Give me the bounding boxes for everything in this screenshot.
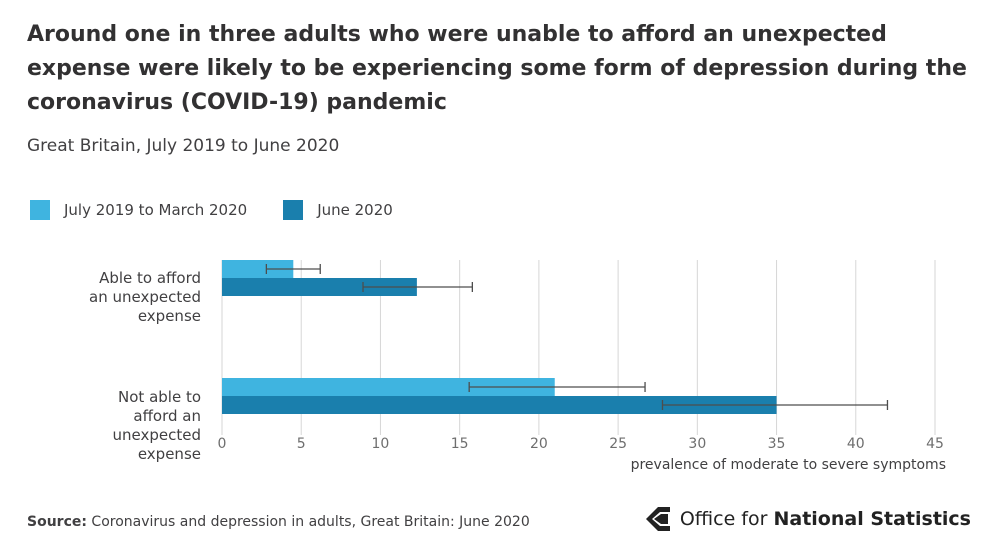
logo-text-bold: National Statistics	[773, 508, 971, 530]
x-tick-label-0: 0	[218, 436, 227, 452]
logo-text-regular: Office for	[679, 508, 774, 530]
legend-item-series-1: July 2019 to March 2020	[30, 200, 247, 220]
ons-logo-icon	[645, 507, 670, 531]
legend-swatch-series-2	[283, 200, 304, 220]
x-tick-label-8: 40	[847, 436, 865, 452]
legend: July 2019 to March 2020 June 2020	[30, 200, 429, 220]
x-tick-label-3: 15	[451, 436, 469, 452]
bar-2-1	[222, 278, 417, 296]
x-tick-label-5: 25	[609, 436, 627, 452]
legend-label-series-2: June 2020	[317, 201, 393, 219]
chart-subtitle: Great Britain, July 2019 to June 2020	[27, 136, 340, 156]
source-text: Coronavirus and depression in adults, Gr…	[91, 514, 530, 530]
x-tick-label-9: 45	[926, 436, 944, 452]
x-tick-label-6: 30	[688, 436, 706, 452]
ons-logo: Office for National Statistics	[644, 506, 971, 532]
source-label: Source:	[27, 514, 87, 530]
x-tick-label-1: 5	[297, 436, 306, 452]
bar-1-2	[222, 378, 555, 396]
bar-chart: Able to afford an unexpected expense Not ab…	[89, 260, 946, 473]
x-tick-label-4: 20	[530, 436, 548, 452]
chart-title: Around one in three adults who were unab…	[27, 22, 967, 115]
legend-item-series-2: June 2020	[283, 200, 393, 220]
bar-1-1	[222, 260, 294, 278]
legend-swatch-series-1	[30, 200, 50, 220]
source-note: Source: Coronavirus and depression in ad…	[27, 514, 530, 530]
x-tick-label-7: 35	[768, 436, 786, 452]
category-label-2: Not able to afford an unexpected expense	[113, 388, 201, 463]
x-axis-label: prevalence of moderate to severe symptom…	[631, 457, 946, 473]
legend-label-series-1: July 2019 to March 2020	[64, 201, 248, 219]
category-label-1: Able to afford an unexpected expense	[89, 269, 201, 325]
x-tick-label-2: 10	[372, 436, 390, 452]
bar-2-2	[222, 396, 777, 414]
